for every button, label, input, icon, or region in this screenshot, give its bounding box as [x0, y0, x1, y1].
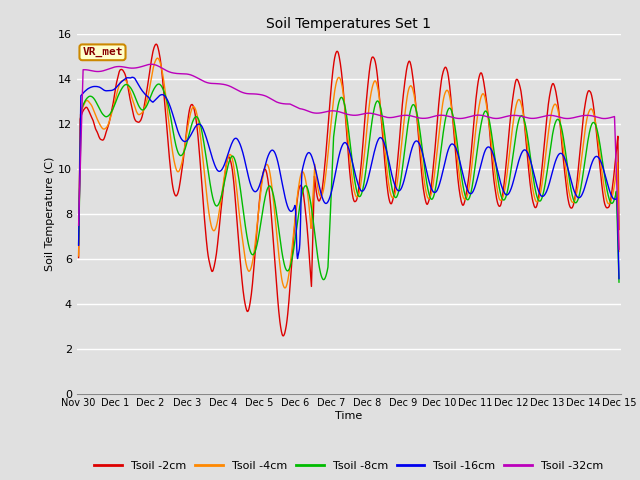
Tsoil -16cm	[433, 188, 441, 193]
Tsoil -4cm	[256, 199, 264, 205]
Tsoil -16cm	[182, 138, 190, 144]
Tsoil -4cm	[195, 124, 203, 130]
Tsoil -32cm	[551, 113, 559, 119]
Tsoil -16cm	[129, 74, 136, 80]
Tsoil -16cm	[615, 276, 623, 281]
Tsoil -4cm	[615, 249, 623, 254]
Tsoil -4cm	[75, 253, 83, 259]
Tsoil -16cm	[551, 159, 559, 165]
Tsoil -2cm	[75, 254, 83, 260]
X-axis label: Time: Time	[335, 411, 362, 421]
Line: Tsoil -16cm: Tsoil -16cm	[79, 77, 619, 278]
Tsoil -4cm	[281, 285, 289, 291]
Tsoil -2cm	[195, 147, 203, 153]
Y-axis label: Soil Temperature (C): Soil Temperature (C)	[45, 156, 55, 271]
Tsoil -32cm	[504, 113, 511, 119]
Tsoil -32cm	[433, 113, 441, 119]
Text: VR_met: VR_met	[82, 47, 123, 58]
Tsoil -32cm	[195, 76, 203, 82]
Tsoil -8cm	[551, 120, 559, 126]
Tsoil -4cm	[504, 165, 511, 171]
Line: Tsoil -4cm: Tsoil -4cm	[79, 58, 619, 288]
Tsoil -2cm	[256, 196, 264, 202]
Tsoil -4cm	[154, 55, 161, 61]
Tsoil -2cm	[280, 333, 287, 339]
Title: Soil Temperatures Set 1: Soil Temperatures Set 1	[266, 17, 431, 31]
Tsoil -32cm	[615, 246, 623, 252]
Tsoil -8cm	[504, 188, 511, 194]
Tsoil -2cm	[504, 143, 511, 148]
Tsoil -16cm	[195, 121, 203, 127]
Tsoil -2cm	[152, 41, 160, 47]
Tsoil -2cm	[615, 227, 623, 232]
Tsoil -32cm	[147, 61, 155, 67]
Tsoil -8cm	[155, 81, 163, 87]
Tsoil -16cm	[75, 242, 83, 248]
Tsoil -8cm	[433, 178, 441, 183]
Tsoil -16cm	[504, 192, 511, 198]
Tsoil -32cm	[256, 92, 264, 97]
Tsoil -4cm	[433, 147, 441, 153]
Tsoil -32cm	[75, 222, 83, 228]
Tsoil -2cm	[433, 119, 441, 124]
Tsoil -32cm	[182, 71, 190, 77]
Line: Tsoil -2cm: Tsoil -2cm	[79, 44, 619, 336]
Tsoil -16cm	[256, 182, 264, 188]
Line: Tsoil -8cm: Tsoil -8cm	[79, 84, 619, 282]
Tsoil -8cm	[256, 228, 264, 233]
Tsoil -2cm	[552, 87, 559, 93]
Tsoil -4cm	[552, 101, 559, 107]
Tsoil -8cm	[615, 279, 623, 285]
Tsoil -2cm	[182, 132, 190, 138]
Legend: Tsoil -2cm, Tsoil -4cm, Tsoil -8cm, Tsoil -16cm, Tsoil -32cm: Tsoil -2cm, Tsoil -4cm, Tsoil -8cm, Tsoi…	[90, 457, 608, 476]
Tsoil -8cm	[75, 241, 83, 247]
Line: Tsoil -32cm: Tsoil -32cm	[79, 64, 619, 249]
Tsoil -8cm	[182, 143, 190, 149]
Tsoil -8cm	[195, 118, 203, 124]
Tsoil -4cm	[182, 135, 190, 141]
